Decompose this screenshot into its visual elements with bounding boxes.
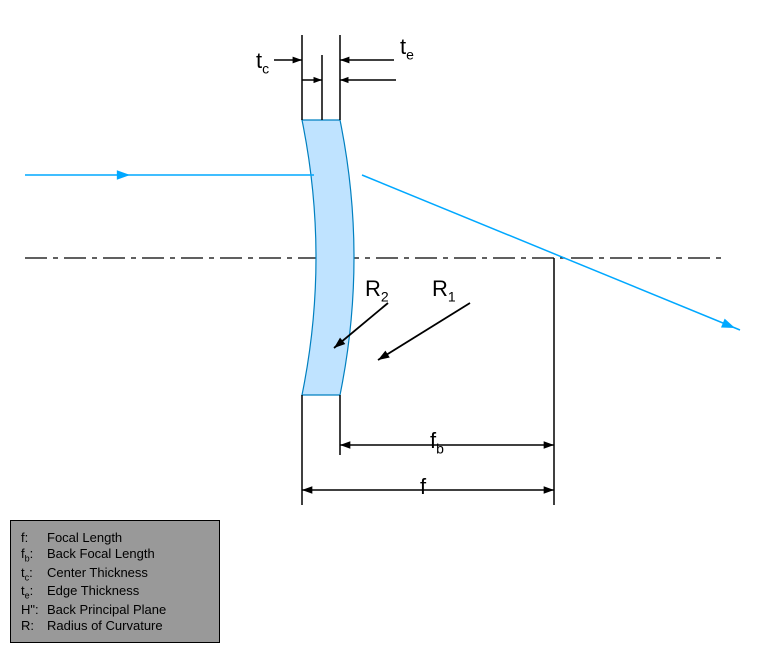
label-f: f (420, 474, 426, 500)
label-tc: tc (256, 48, 269, 76)
legend-row: tc:Center Thickness (21, 565, 209, 583)
label-te: te (400, 34, 414, 62)
legend-row: f:Focal Length (21, 530, 209, 545)
legend-box: f:Focal Lengthfb:Back Focal Lengthtc:Cen… (10, 520, 220, 643)
label-r2: R2 (365, 276, 389, 304)
label-fb: fb (430, 428, 444, 456)
legend-row: R:Radius of Curvature (21, 618, 209, 633)
label-r1: R1 (432, 276, 456, 304)
legend-row: te:Edge Thickness (21, 583, 209, 601)
legend-row: fb:Back Focal Length (21, 546, 209, 564)
legend-row: H":Back Principal Plane (21, 602, 209, 617)
